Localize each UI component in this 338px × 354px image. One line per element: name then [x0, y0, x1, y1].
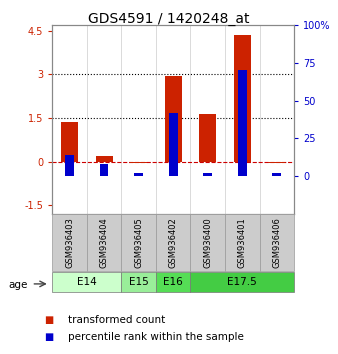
Text: GSM936401: GSM936401 — [238, 217, 247, 268]
Bar — [234, 35, 251, 162]
Text: E17.5: E17.5 — [227, 277, 257, 287]
Text: transformed count: transformed count — [68, 315, 165, 325]
Text: GSM936406: GSM936406 — [272, 217, 281, 268]
Text: E16: E16 — [163, 277, 183, 287]
Bar — [238, 70, 247, 176]
Text: GSM936402: GSM936402 — [169, 217, 178, 268]
Bar — [203, 173, 212, 176]
Bar — [61, 122, 78, 162]
Text: GSM936400: GSM936400 — [203, 217, 212, 268]
Text: GDS4591 / 1420248_at: GDS4591 / 1420248_at — [88, 12, 250, 27]
Bar — [199, 114, 216, 162]
Bar — [156, 214, 191, 271]
Bar — [52, 214, 87, 271]
Bar — [65, 155, 74, 176]
Text: GSM936403: GSM936403 — [65, 217, 74, 268]
Bar — [52, 272, 121, 292]
Bar — [191, 214, 225, 271]
Bar — [100, 164, 108, 176]
Text: percentile rank within the sample: percentile rank within the sample — [68, 332, 243, 342]
Text: GSM936405: GSM936405 — [134, 217, 143, 268]
Bar — [87, 214, 121, 271]
Bar — [169, 113, 177, 176]
Bar — [96, 156, 113, 162]
Text: age: age — [8, 280, 28, 290]
Bar — [135, 173, 143, 176]
Text: E14: E14 — [77, 277, 97, 287]
Bar — [156, 272, 191, 292]
Bar — [121, 214, 156, 271]
Bar — [225, 214, 260, 271]
Bar — [260, 214, 294, 271]
Bar — [191, 272, 294, 292]
Text: ■: ■ — [44, 315, 53, 325]
Text: ■: ■ — [44, 332, 53, 342]
Bar — [268, 162, 285, 163]
Bar — [121, 272, 156, 292]
Bar — [165, 76, 182, 162]
Text: E15: E15 — [129, 277, 149, 287]
Bar — [130, 162, 147, 163]
Text: GSM936404: GSM936404 — [100, 217, 109, 268]
Bar — [272, 173, 281, 176]
